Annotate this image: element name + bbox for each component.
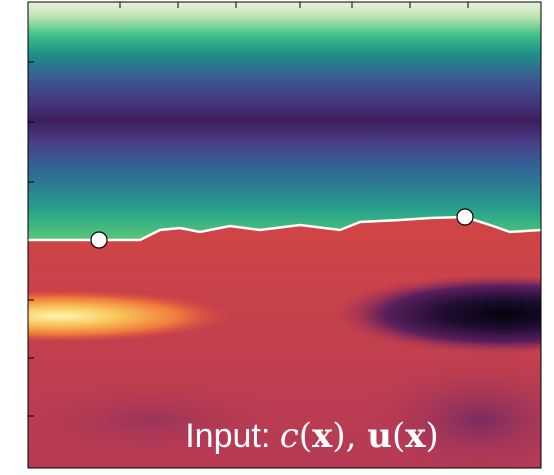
ann-prefix: Input: <box>185 417 280 455</box>
ann-symbol: u <box>367 416 392 456</box>
ann-paren: ( <box>299 416 312 456</box>
ticks <box>28 2 469 417</box>
frame <box>27 1 542 469</box>
ann-paren: ) <box>426 416 439 456</box>
ann-symbol: x <box>312 416 333 456</box>
ann-paren: ( <box>392 416 405 456</box>
annotation: Input: c(x), u(x) <box>185 416 439 456</box>
ann-symbol: c <box>280 416 299 456</box>
ann-paren: ), <box>332 416 367 456</box>
ann-symbol: x <box>405 416 426 456</box>
